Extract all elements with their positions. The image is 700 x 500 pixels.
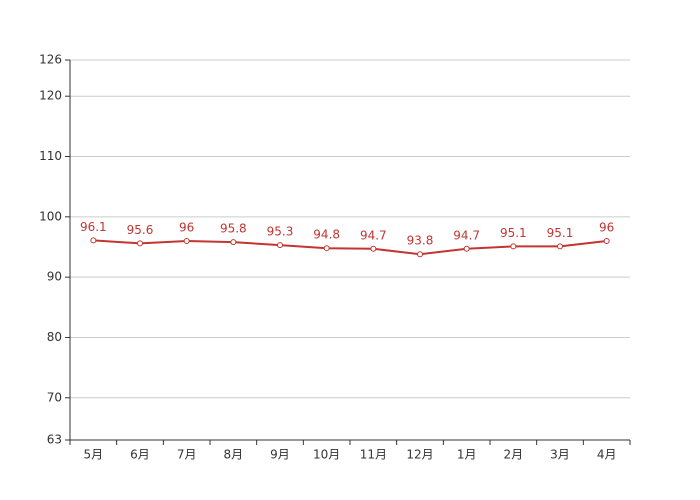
y-tick-label: 80 xyxy=(47,330,62,344)
x-tick-label: 11月 xyxy=(360,448,387,462)
data-label: 95.8 xyxy=(220,222,247,236)
x-tick-label: 8月 xyxy=(224,448,244,462)
y-tick-label: 110 xyxy=(39,149,62,163)
data-label: 94.7 xyxy=(453,228,480,242)
x-tick-label: 12月 xyxy=(406,448,433,462)
x-tick-label: 6月 xyxy=(130,448,150,462)
point xyxy=(370,245,377,252)
data-label: 94.8 xyxy=(313,228,340,242)
x-tick-label: 4月 xyxy=(597,448,617,462)
x-tick-label: 7月 xyxy=(177,448,197,462)
point xyxy=(277,242,283,249)
data-label: 95.1 xyxy=(500,226,527,240)
x-tick-label: 2月 xyxy=(504,448,524,462)
point xyxy=(90,237,97,244)
data-label: 96.1 xyxy=(80,220,107,234)
x-tick-label: 1月 xyxy=(457,448,477,462)
grid xyxy=(70,59,630,441)
data-label: 95.6 xyxy=(127,223,154,237)
data-label: 95.3 xyxy=(267,225,294,239)
x-tick-label: 3月 xyxy=(550,448,570,462)
y-tick-label: 100 xyxy=(39,209,62,223)
data-label: 96 xyxy=(179,220,194,234)
y-tick-label: 63 xyxy=(47,433,62,447)
y-tick-label: 120 xyxy=(39,89,62,103)
point xyxy=(230,239,237,246)
data-label: 96 xyxy=(599,220,614,234)
point xyxy=(603,237,610,244)
x-tick-label: 9月 xyxy=(270,448,290,462)
point xyxy=(183,237,190,244)
point xyxy=(323,245,330,252)
y-tick-label: 90 xyxy=(47,270,62,284)
y-tick-label: 70 xyxy=(47,390,62,404)
point xyxy=(510,243,517,250)
x-tick-label: 10月 xyxy=(313,448,340,462)
data-label: 94.7 xyxy=(360,228,387,242)
data-label: 93.8 xyxy=(407,234,434,248)
line xyxy=(93,239,607,256)
data-label: 95.1 xyxy=(547,226,574,240)
point xyxy=(137,240,143,247)
x-tick-label: 5月 xyxy=(84,448,104,462)
point xyxy=(417,251,423,258)
point xyxy=(463,245,470,252)
y-tick-label: 126 xyxy=(39,53,62,67)
point xyxy=(557,243,563,250)
